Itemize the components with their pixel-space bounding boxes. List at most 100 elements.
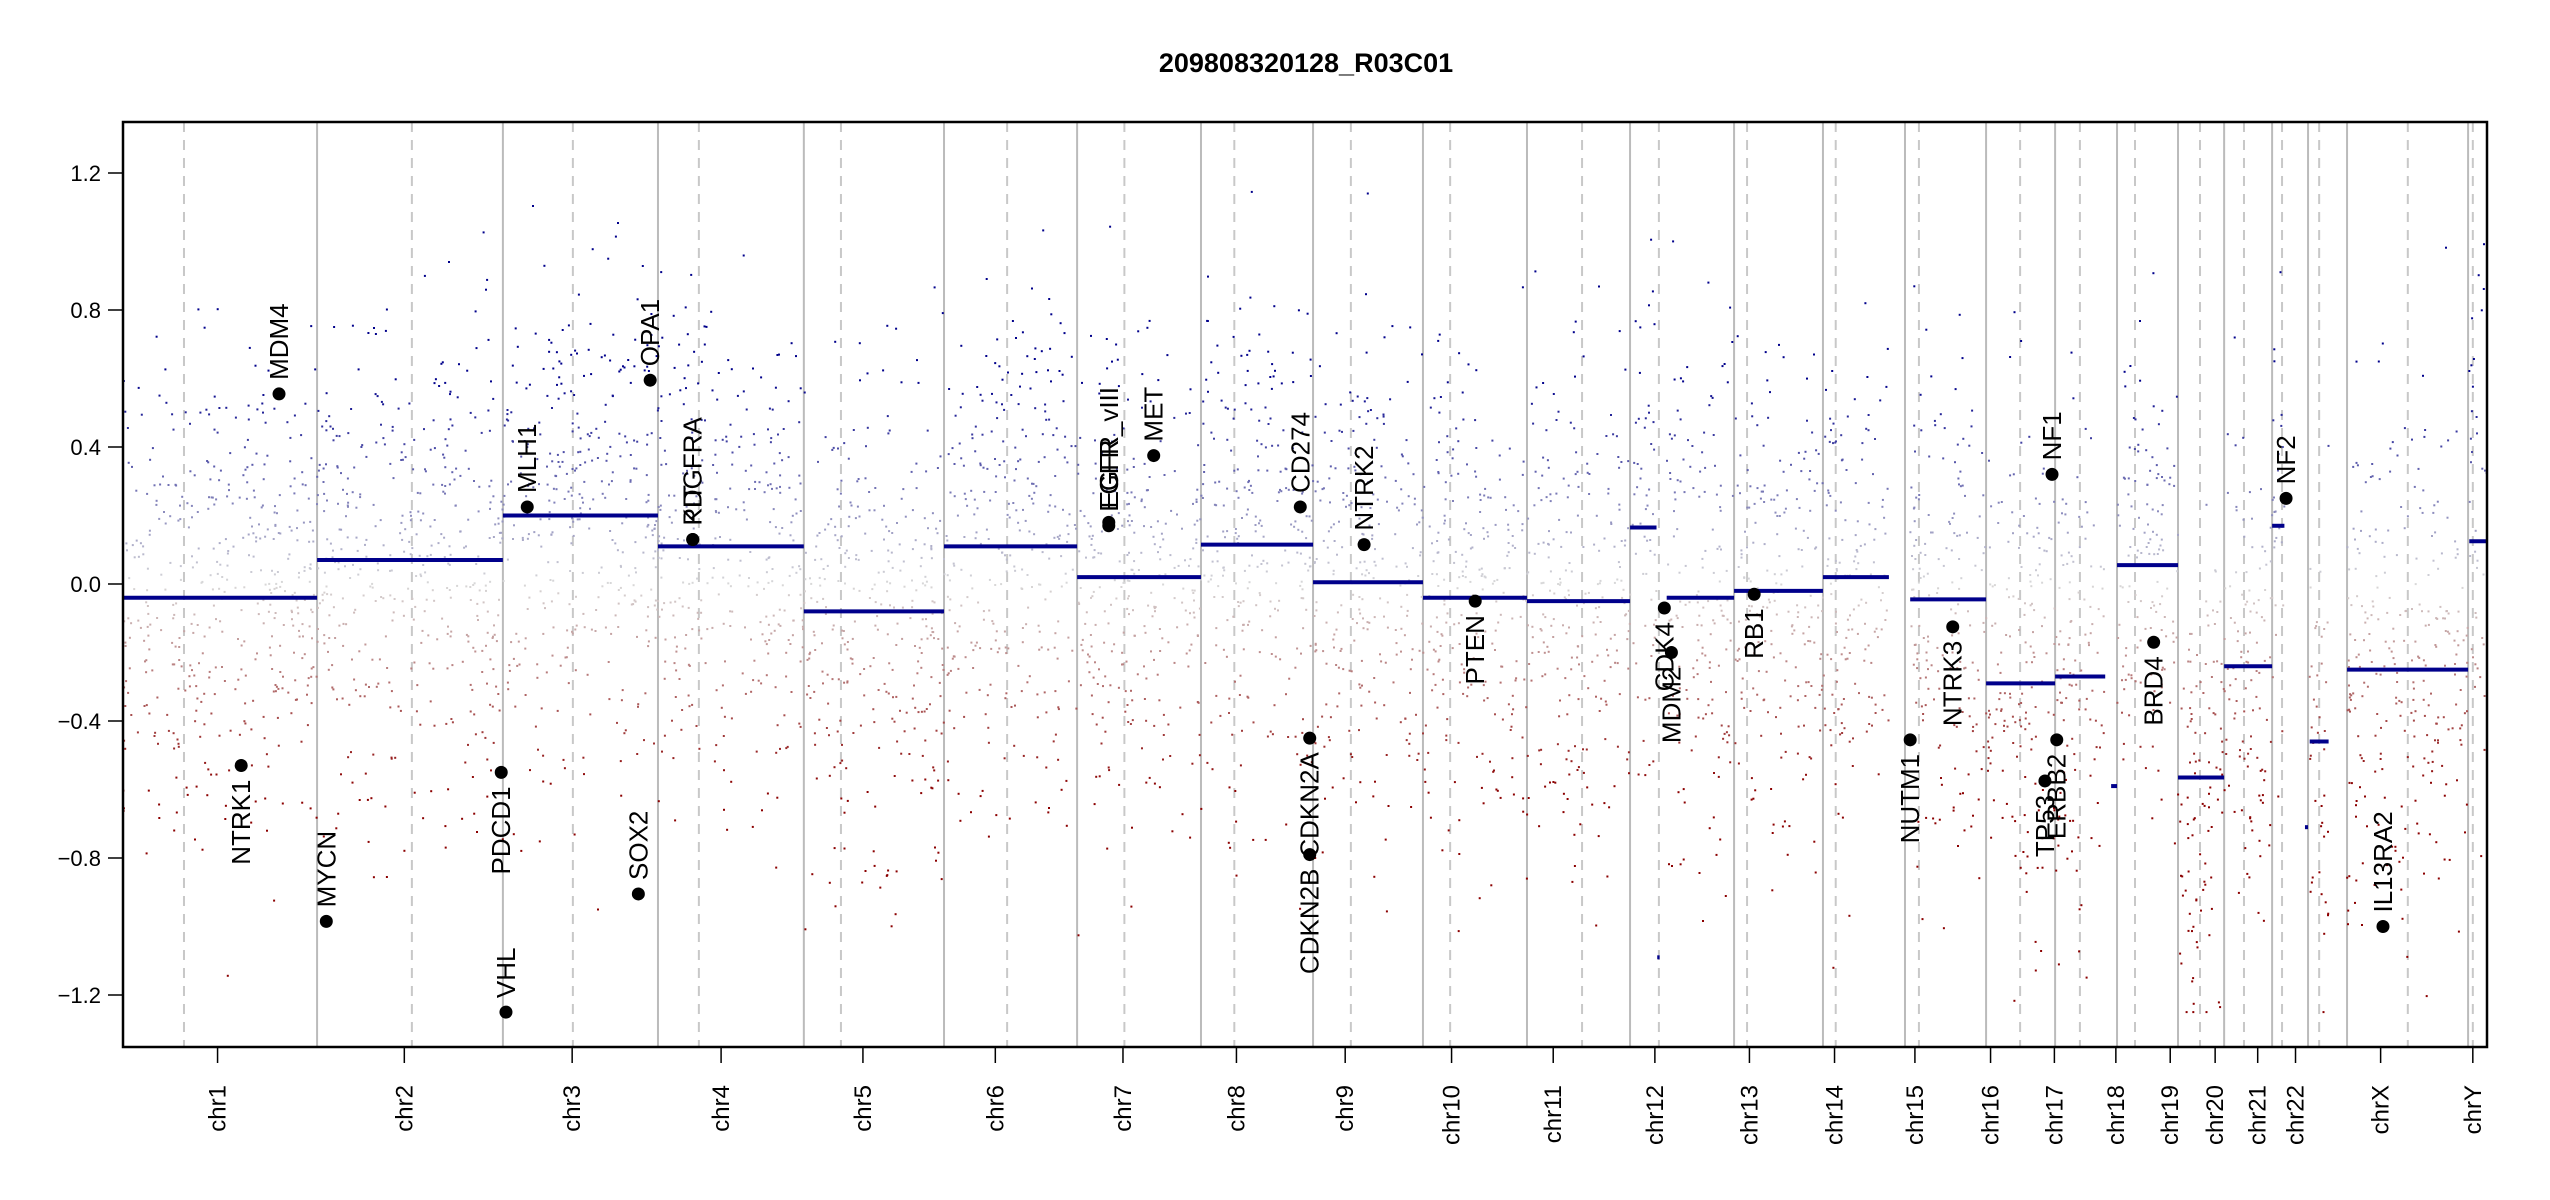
probe-point [1959,485,1962,488]
probe-point [1079,509,1082,512]
probe-point [654,524,656,526]
probe-point [486,795,489,798]
probe-point [1173,661,1176,664]
probe-point [208,670,211,673]
probe-point [1717,775,1720,778]
probe-point [837,678,840,681]
probe-point [1244,384,1247,387]
probe-point [2122,665,2125,668]
probe-point [403,849,406,852]
probe-point [994,584,997,586]
probe-point [191,566,194,569]
probe-point [837,447,839,450]
probe-point [619,760,622,763]
probe-point [1184,559,1186,562]
probe-point [988,578,991,581]
probe-point [624,435,627,438]
probe-point [2144,627,2147,630]
probe-point [279,671,282,673]
probe-point [555,351,558,354]
probe-point [771,568,774,570]
probe-point [476,831,478,833]
probe-point [389,594,392,597]
probe-point [1496,789,1499,792]
probe-point [512,440,514,443]
probe-point [1686,366,1689,369]
probe-point [2244,632,2247,635]
probe-point [2425,995,2428,998]
probe-point [1724,895,1727,897]
probe-point [2434,531,2437,534]
probe-point [2089,774,2092,777]
probe-point [1606,875,1609,878]
probe-point [2000,651,2003,654]
probe-point [872,657,875,659]
probe-point [245,497,248,500]
probe-point [1806,377,1808,380]
probe-point [1092,676,1095,679]
probe-point [1717,664,1720,667]
probe-point [394,756,397,759]
probe-point [1021,428,1024,431]
probe-point [2074,768,2077,771]
probe-point [1091,713,1094,716]
probe-point [1269,417,1272,420]
probe-point [589,713,592,716]
probe-point [340,472,342,475]
probe-point [1143,506,1146,509]
probe-point [2459,727,2462,730]
probe-point [1482,684,1485,687]
probe-point [1018,529,1021,532]
probe-point [1508,447,1511,450]
probe-point [1118,560,1121,563]
probe-point [656,608,659,611]
probe-point [831,628,834,631]
probe-point [1408,579,1411,582]
probe-point [1766,379,1769,382]
probe-point [996,338,999,341]
probe-point [1193,599,1195,602]
probe-point [521,539,524,541]
probe-point [1967,697,1970,700]
probe-point [2349,710,2351,713]
probe-point [1443,578,1446,581]
probe-point [1027,606,1030,609]
probe-point [1411,648,1414,651]
probe-point [2229,585,2232,588]
probe-point [1379,653,1381,656]
probe-point [1750,402,1753,405]
probe-point [886,580,889,583]
probe-point [2182,687,2185,690]
probe-point [1689,465,1692,468]
probe-point [1744,530,1746,533]
probe-point [552,626,555,629]
probe-point [1306,754,1309,757]
probe-point [2031,661,2033,664]
probe-point [242,536,245,539]
probe-point [174,645,177,648]
probe-point [553,501,556,504]
probe-point [163,511,165,513]
probe-point [1251,554,1253,557]
probe-point [1845,469,1848,471]
probe-point [131,544,134,547]
probe-point [1437,531,1440,534]
probe-point [1287,488,1290,491]
probe-point [326,499,328,502]
probe-point [1797,548,1800,551]
probe-point [1881,708,1884,711]
probe-point [952,562,955,565]
probe-point [193,674,196,677]
probe-point [803,391,806,394]
probe-point [2406,515,2409,518]
probe-point [1615,649,1618,652]
probe-point [1825,388,1827,391]
probe-point [577,426,580,429]
probe-point [1559,699,1561,702]
probe-point [474,733,477,736]
probe-point [2122,742,2125,745]
probe-point [814,558,817,561]
probe-point [799,660,802,663]
probe-point [2140,552,2143,554]
probe-point [935,527,938,530]
